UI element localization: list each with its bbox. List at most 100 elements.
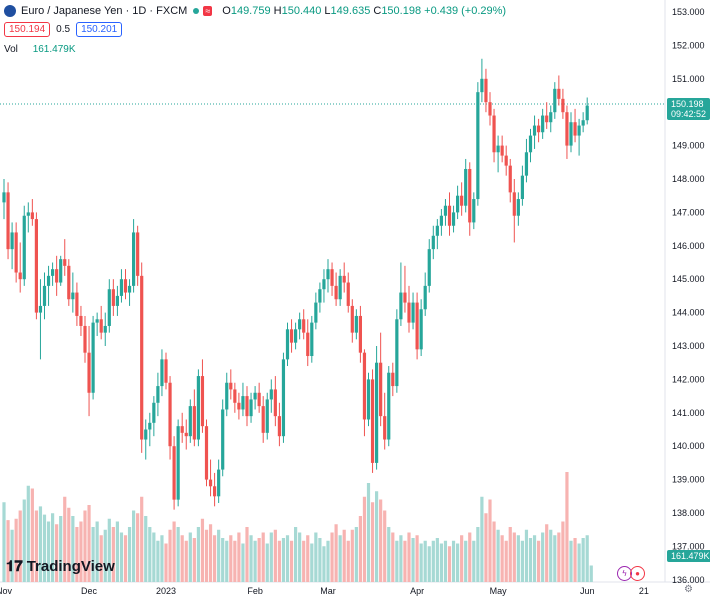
last-price-value: 150.198 (671, 99, 704, 109)
spread-value: 0.5 (56, 24, 71, 35)
candle-body (346, 282, 350, 306)
candle-body (245, 396, 249, 417)
volume-bar (83, 510, 87, 582)
volume-bar (577, 543, 581, 582)
candle-body (196, 376, 200, 440)
candle-body (79, 315, 83, 326)
volume-bar (557, 532, 561, 582)
candle-body (148, 422, 152, 430)
candle-body (537, 125, 541, 133)
candle-body (273, 389, 277, 417)
volume-bar (484, 513, 488, 582)
candle-body (484, 78, 488, 103)
candle-body (447, 205, 452, 226)
candle-body (322, 279, 326, 290)
tradingview-logo[interactable]: 𝟏𝟕 TradingView (6, 558, 115, 575)
volume-bar (302, 540, 306, 582)
candle-body (427, 249, 431, 286)
volume-bar (492, 521, 496, 582)
symbol-title[interactable]: Euro / Japanese Yen · 1D · FXCM (21, 5, 188, 17)
time-tick-label: Feb (247, 586, 263, 596)
candle-body (132, 232, 136, 286)
candle-body (140, 275, 144, 440)
volume-bar (443, 540, 448, 582)
volume-label: Vol (4, 44, 18, 55)
candle-body (225, 382, 229, 410)
volume-bar (176, 527, 180, 582)
volume-bar (318, 538, 322, 582)
volume-bar (55, 524, 59, 582)
candle-body (318, 289, 322, 303)
volume-bar (213, 535, 217, 582)
volume-bar (127, 527, 132, 582)
volume-bar (188, 532, 192, 582)
candle-body (115, 295, 119, 306)
candle-body (379, 362, 383, 417)
volume-bar (435, 538, 439, 582)
candle-body (549, 112, 553, 123)
volume-bar (99, 535, 103, 582)
volume-bar (399, 535, 403, 582)
volume-bar (26, 485, 30, 582)
candle-body (30, 212, 34, 220)
candle-body (480, 78, 484, 93)
volume-bar (545, 524, 549, 582)
ohlc-change: +0.439 (+0.29%) (424, 5, 507, 17)
candle-body (18, 272, 22, 280)
volume-bar (123, 535, 128, 582)
candle-body (500, 145, 504, 156)
price-tick-label: 146.000 (672, 241, 705, 251)
volume-bar (148, 527, 152, 582)
volume-bar (67, 507, 71, 582)
sell-button[interactable]: 150.194 (4, 22, 51, 37)
candle-body (358, 315, 362, 353)
volume-bar (269, 532, 273, 582)
volume-bar (217, 529, 221, 582)
volume-bar (192, 538, 196, 582)
volume-bar (294, 527, 298, 582)
price-tick-label: 136.000 (672, 575, 705, 585)
time-tick-label: Apr (410, 586, 424, 596)
candle-body (229, 382, 233, 390)
price-tick-label: 153.000 (672, 7, 705, 17)
volume-bar (111, 527, 115, 582)
candle-body (221, 409, 225, 470)
volume-bar (204, 529, 209, 582)
currency-flag-icon (4, 5, 16, 17)
volume-bar (330, 532, 334, 582)
time-tick-label: Dec (81, 586, 98, 596)
volume-bar (346, 540, 350, 582)
volume-bar (447, 546, 452, 582)
volume-legend[interactable]: Vol 161.479K (4, 44, 76, 55)
candle-body (71, 292, 75, 300)
volume-bar (589, 565, 593, 582)
candle-body (87, 352, 91, 393)
candle-body (180, 426, 184, 433)
candle-body (168, 382, 172, 447)
volume-bar (265, 543, 269, 582)
volume-bar (71, 516, 75, 582)
price-tick-label: 140.000 (672, 441, 705, 451)
candle-body (63, 259, 67, 266)
candle-body (370, 379, 375, 463)
record-icon[interactable]: ● (630, 566, 645, 581)
volume-bar (456, 543, 460, 582)
candle-body (330, 269, 334, 286)
candle-body (277, 416, 281, 437)
candle-body (111, 289, 115, 306)
tradingview-logo-icon: 𝟏𝟕 (6, 558, 23, 575)
candle-body (456, 195, 460, 213)
candle-body (119, 279, 124, 296)
candle-body (451, 212, 456, 226)
trade-panel: 150.194 0.5 150.201 (4, 22, 123, 37)
volume-bar (362, 496, 367, 582)
volume-bar (59, 516, 63, 582)
volume-bar (370, 502, 375, 582)
volume-bar (63, 496, 67, 582)
volume-bar (306, 535, 310, 582)
volume-bar (253, 540, 257, 582)
settings-icon[interactable]: ⚙ (684, 584, 693, 595)
buy-button[interactable]: 150.201 (76, 22, 123, 37)
candle-body (265, 399, 269, 433)
